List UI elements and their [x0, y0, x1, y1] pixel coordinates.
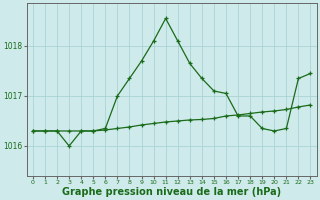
X-axis label: Graphe pression niveau de la mer (hPa): Graphe pression niveau de la mer (hPa)	[62, 187, 281, 197]
